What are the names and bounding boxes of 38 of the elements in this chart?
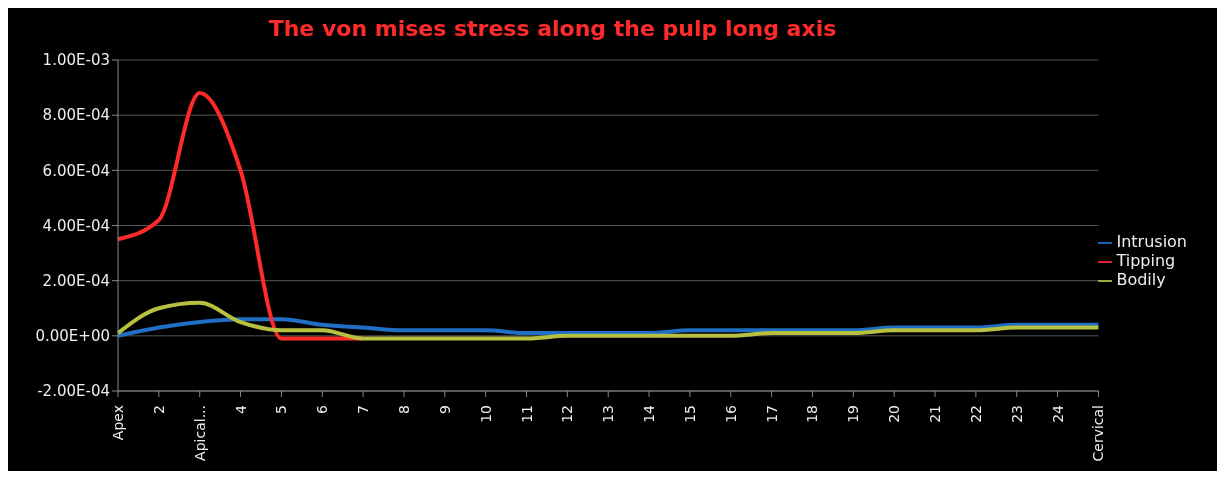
x-tick-label: 17	[763, 405, 780, 423]
chart-title: The von mises stress along the pulp long axis	[267, 15, 838, 43]
x-tick-label: 12	[559, 405, 576, 423]
x-tick-label: 13	[600, 405, 617, 423]
y-tick-label: -2.00E-04	[37, 382, 110, 401]
legend-label: Bodily	[1116, 270, 1166, 289]
x-tick-label: Apex	[110, 405, 126, 441]
y-tick-label: 2.00E-04	[42, 271, 110, 290]
y-tick-label: 0.00E+00	[35, 327, 110, 346]
x-tick-label: 18	[804, 405, 821, 423]
line-series	[116, 317, 1101, 338]
x-tick-label: 10	[477, 405, 494, 423]
legend-label: Intrusion	[1116, 232, 1187, 251]
x-tick-label: 8	[395, 405, 412, 414]
x-tick-label: 21	[927, 405, 944, 423]
x-tick-label: 19	[845, 405, 862, 423]
x-tick-label: 11	[518, 405, 535, 423]
x-tick-label: 9	[436, 405, 453, 414]
x-tick-label: 14	[641, 404, 658, 423]
x-tick-label: Apical...	[191, 405, 208, 461]
legend-label: Tipping	[1116, 251, 1176, 270]
x-tick-label: 16	[722, 404, 739, 423]
x-tick-label: 20	[886, 405, 903, 423]
y-tick-label: 4.00E-04	[42, 216, 110, 235]
line-series	[116, 300, 1101, 341]
y-tick-label: 6.00E-04	[42, 161, 110, 180]
x-tick-label: 5	[273, 405, 290, 414]
y-tick-label: 8.00E-04	[42, 106, 110, 125]
x-tick-label: 23	[1008, 405, 1025, 423]
x-tick-label: 2	[150, 405, 167, 414]
x-tick-label: 15	[681, 405, 698, 423]
x-tick-label: 6	[314, 404, 331, 414]
x-tick-label: Cervical	[1090, 405, 1107, 462]
x-tick-label: 7	[355, 405, 372, 414]
y-tick-label: 1.00E-03	[42, 51, 110, 70]
x-tick-label: 22	[967, 405, 984, 423]
x-tick-label: 24	[1049, 404, 1066, 423]
x-tick-label: 4	[232, 404, 249, 414]
